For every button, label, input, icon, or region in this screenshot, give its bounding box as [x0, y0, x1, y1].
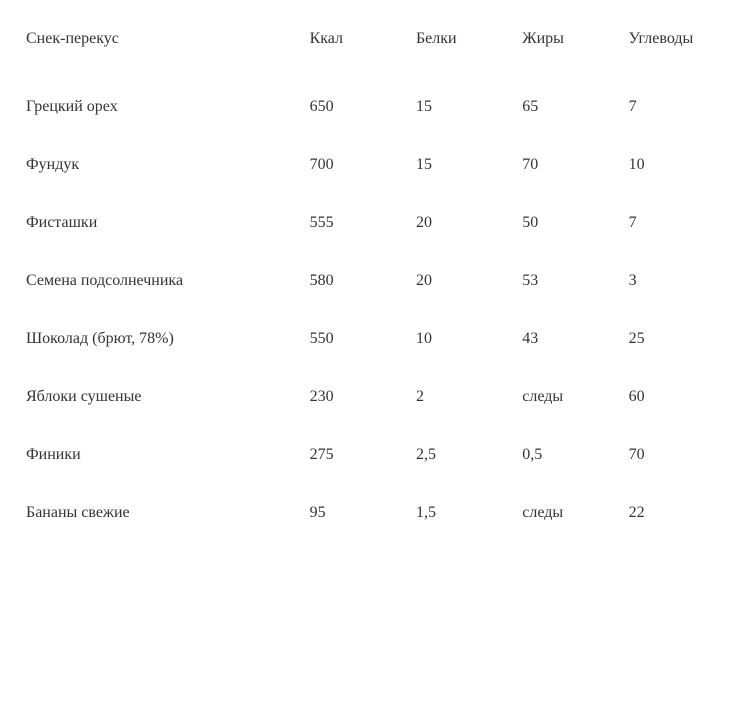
cell-carbs: 7: [623, 78, 729, 136]
cell-protein: 15: [410, 136, 516, 194]
cell-carbs: 70: [623, 426, 729, 484]
table-row: Грецкий орех 650 15 65 7: [20, 78, 729, 136]
cell-protein: 15: [410, 78, 516, 136]
cell-fat: следы: [516, 484, 622, 542]
cell-snack-name: Семена подсолнечника: [20, 252, 304, 310]
cell-kcal: 230: [304, 368, 410, 426]
cell-carbs: 25: [623, 310, 729, 368]
cell-snack-name: Грецкий орех: [20, 78, 304, 136]
cell-fat: 70: [516, 136, 622, 194]
nutrition-table: Снек-перекус Ккал Белки Жиры Углеводы Гр…: [20, 20, 729, 542]
cell-kcal: 275: [304, 426, 410, 484]
cell-fat: 50: [516, 194, 622, 252]
cell-carbs: 60: [623, 368, 729, 426]
column-header-fat: Жиры: [516, 20, 622, 78]
cell-fat: 65: [516, 78, 622, 136]
cell-fat: 43: [516, 310, 622, 368]
cell-kcal: 95: [304, 484, 410, 542]
cell-carbs: 3: [623, 252, 729, 310]
cell-fat: следы: [516, 368, 622, 426]
cell-protein: 20: [410, 252, 516, 310]
cell-protein: 20: [410, 194, 516, 252]
column-header-snack: Снек-перекус: [20, 20, 304, 78]
table-row: Шоколад (брют, 78%) 550 10 43 25: [20, 310, 729, 368]
cell-carbs: 7: [623, 194, 729, 252]
table-row: Фундук 700 15 70 10: [20, 136, 729, 194]
cell-snack-name: Яблоки сушеные: [20, 368, 304, 426]
column-header-carbs: Углеводы: [623, 20, 729, 78]
cell-kcal: 550: [304, 310, 410, 368]
cell-carbs: 10: [623, 136, 729, 194]
cell-fat: 53: [516, 252, 622, 310]
column-header-protein: Белки: [410, 20, 516, 78]
table-header-row: Снек-перекус Ккал Белки Жиры Углеводы: [20, 20, 729, 78]
table-row: Семена подсолнечника 580 20 53 3: [20, 252, 729, 310]
cell-snack-name: Бананы свежие: [20, 484, 304, 542]
cell-protein: 1,5: [410, 484, 516, 542]
table-row: Яблоки сушеные 230 2 следы 60: [20, 368, 729, 426]
table-row: Финики 275 2,5 0,5 70: [20, 426, 729, 484]
cell-protein: 2: [410, 368, 516, 426]
cell-protein: 2,5: [410, 426, 516, 484]
cell-kcal: 700: [304, 136, 410, 194]
cell-snack-name: Шоколад (брют, 78%): [20, 310, 304, 368]
cell-snack-name: Фисташки: [20, 194, 304, 252]
cell-snack-name: Финики: [20, 426, 304, 484]
cell-snack-name: Фундук: [20, 136, 304, 194]
cell-protein: 10: [410, 310, 516, 368]
cell-fat: 0,5: [516, 426, 622, 484]
cell-kcal: 580: [304, 252, 410, 310]
cell-kcal: 650: [304, 78, 410, 136]
table-body: Грецкий орех 650 15 65 7 Фундук 700 15 7…: [20, 78, 729, 542]
table-row: Бананы свежие 95 1,5 следы 22: [20, 484, 729, 542]
cell-carbs: 22: [623, 484, 729, 542]
table-row: Фисташки 555 20 50 7: [20, 194, 729, 252]
cell-kcal: 555: [304, 194, 410, 252]
column-header-kcal: Ккал: [304, 20, 410, 78]
